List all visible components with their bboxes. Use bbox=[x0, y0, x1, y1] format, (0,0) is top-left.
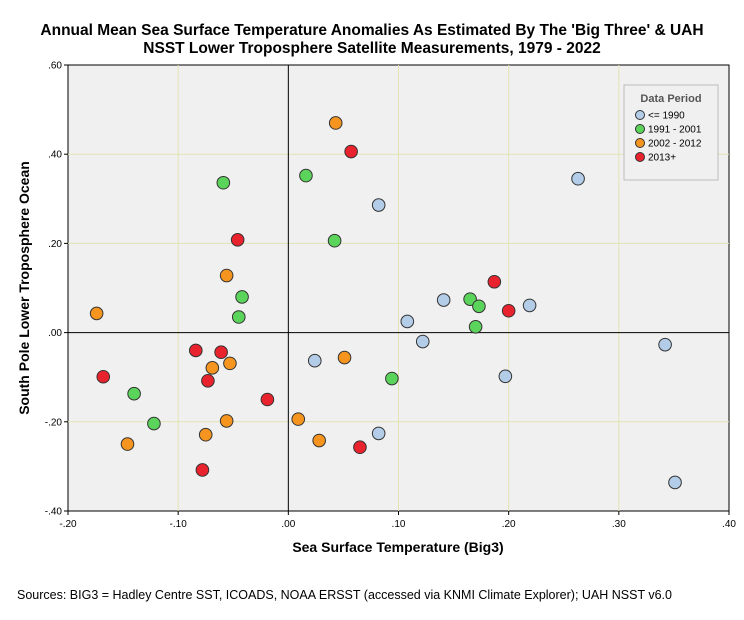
chart-title-line-1: Annual Mean Sea Surface Temperature Anom… bbox=[40, 22, 704, 39]
data-point-series-1 bbox=[400, 314, 415, 329]
data-point-series-2 bbox=[385, 371, 399, 386]
chart-title: Annual Mean Sea Surface Temperature Anom… bbox=[0, 22, 744, 58]
data-point-series-2 bbox=[231, 310, 246, 324]
y-axis-title: South Pole Lower Troposphere Ocean bbox=[16, 161, 32, 415]
data-point-series-2 bbox=[235, 290, 249, 304]
data-point-series-2 bbox=[327, 233, 342, 248]
data-point-series-1 bbox=[371, 426, 386, 441]
y-tick-label: -.40 bbox=[45, 507, 63, 518]
legend-title: Data Period bbox=[640, 93, 701, 105]
y-tick-label: .20 bbox=[48, 239, 62, 250]
data-point-series-4 bbox=[260, 392, 275, 407]
data-point-series-4 bbox=[188, 343, 203, 358]
legend-label: 2013+ bbox=[648, 153, 676, 164]
data-point-series-3 bbox=[312, 433, 326, 448]
data-point-series-4 bbox=[344, 144, 358, 159]
legend-marker bbox=[635, 124, 645, 134]
data-point-series-4 bbox=[487, 274, 502, 289]
data-point-series-3 bbox=[120, 437, 135, 451]
data-point-series-2 bbox=[147, 416, 161, 431]
y-tick-label: .60 bbox=[48, 61, 62, 72]
data-point-series-3 bbox=[337, 350, 352, 365]
y-tick-label: .00 bbox=[48, 328, 62, 339]
x-tick-label: .30 bbox=[612, 519, 626, 530]
data-point-series-1 bbox=[522, 298, 537, 313]
data-point-series-1 bbox=[571, 171, 585, 186]
x-tick-label: .10 bbox=[392, 519, 406, 530]
data-points bbox=[89, 116, 682, 490]
data-point-series-2 bbox=[299, 168, 313, 183]
y-tick-label: .40 bbox=[48, 150, 62, 161]
data-point-series-3 bbox=[89, 306, 104, 321]
data-point-series-4 bbox=[201, 373, 215, 388]
legend-label: <= 1990 bbox=[648, 111, 685, 122]
data-point-series-4 bbox=[230, 233, 245, 247]
legend-marker bbox=[635, 138, 645, 148]
data-point-series-3 bbox=[205, 361, 220, 375]
data-point-series-4 bbox=[195, 463, 210, 477]
data-point-series-3 bbox=[198, 427, 213, 442]
grid-lines bbox=[68, 65, 729, 511]
legend-marker bbox=[635, 152, 645, 162]
data-point-series-4 bbox=[96, 369, 111, 384]
data-point-series-1 bbox=[668, 475, 682, 490]
data-point-series-3 bbox=[223, 356, 237, 371]
data-point-series-1 bbox=[307, 353, 322, 368]
legend-marker bbox=[635, 110, 645, 120]
reference-lines bbox=[68, 65, 729, 511]
legend-label: 1991 - 2001 bbox=[648, 125, 702, 136]
data-point-series-2 bbox=[216, 175, 231, 190]
data-point-series-1 bbox=[436, 293, 451, 307]
x-tick-label: .20 bbox=[502, 519, 516, 530]
data-point-series-4 bbox=[501, 303, 516, 318]
data-point-series-1 bbox=[658, 337, 672, 352]
axis-ticks: -.20 -.10.00.10.20.30.40-.40-.20.00.20.40… bbox=[45, 61, 737, 531]
data-point-series-1 bbox=[415, 334, 430, 349]
data-point-series-1 bbox=[371, 198, 386, 212]
data-point-series-2 bbox=[468, 320, 483, 334]
x-tick-label: .40 bbox=[722, 519, 736, 530]
x-tick-label: -.20 bbox=[59, 519, 77, 530]
data-point-series-3 bbox=[291, 412, 306, 426]
data-point-series-4 bbox=[353, 440, 367, 455]
y-tick-label: -.20 bbox=[45, 417, 63, 428]
data-point-series-3 bbox=[219, 414, 234, 428]
chart-title-line-2: NSST Lower Troposphere Satellite Measure… bbox=[143, 40, 601, 57]
x-tick-label: .00 bbox=[281, 519, 295, 530]
data-point-series-2 bbox=[463, 292, 477, 306]
data-point-series-3 bbox=[219, 268, 234, 283]
x-tick-label: -.10 bbox=[170, 519, 188, 530]
data-point-series-3 bbox=[328, 116, 343, 130]
data-point-series-2 bbox=[472, 299, 486, 314]
legend: Data Period <= 1990 1991 - 2001 2002 - 201… bbox=[623, 84, 719, 181]
source-note: Sources: BIG3 = Hadley Centre SST, ICOAD… bbox=[17, 588, 672, 602]
legend-label: 2002 - 2012 bbox=[648, 139, 702, 150]
legend-items: <= 1990 1991 - 2001 2002 - 2012 2013+ bbox=[635, 110, 702, 164]
x-axis-title: Sea Surface Temperature (Big3) bbox=[292, 539, 503, 555]
data-point-series-4 bbox=[214, 345, 228, 360]
data-point-series-1 bbox=[498, 369, 513, 384]
data-point-series-2 bbox=[127, 386, 141, 401]
